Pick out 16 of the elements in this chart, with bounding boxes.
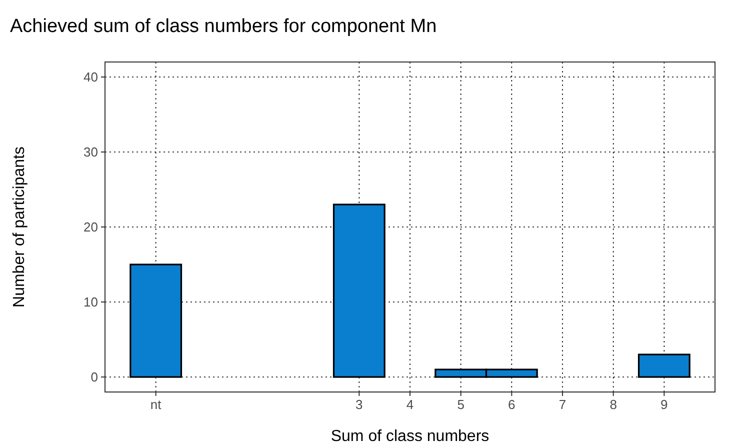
x-tick-label: nt	[150, 397, 162, 412]
y-tick-label: 20	[84, 220, 98, 235]
x-axis-title: Sum of class numbers	[330, 428, 490, 445]
y-tick-label: 40	[84, 70, 98, 85]
chart-title: Achieved sum of class numbers for component Mn	[10, 16, 437, 37]
x-tick-label: 9	[660, 397, 668, 412]
y-tick-label: 10	[84, 294, 98, 310]
x-tick-label: 4	[406, 397, 414, 412]
y-tick-label: 0	[90, 370, 98, 385]
x-tick-label: 7	[558, 397, 566, 412]
x-tick-label: 8	[610, 397, 617, 412]
x-tick-label: 3	[356, 397, 363, 412]
y-axis-title: Number of participants	[11, 146, 28, 308]
x-tick-label: 5	[457, 397, 464, 412]
x-tick-label: 6	[508, 397, 516, 412]
y-tick-label: 30	[84, 144, 98, 160]
